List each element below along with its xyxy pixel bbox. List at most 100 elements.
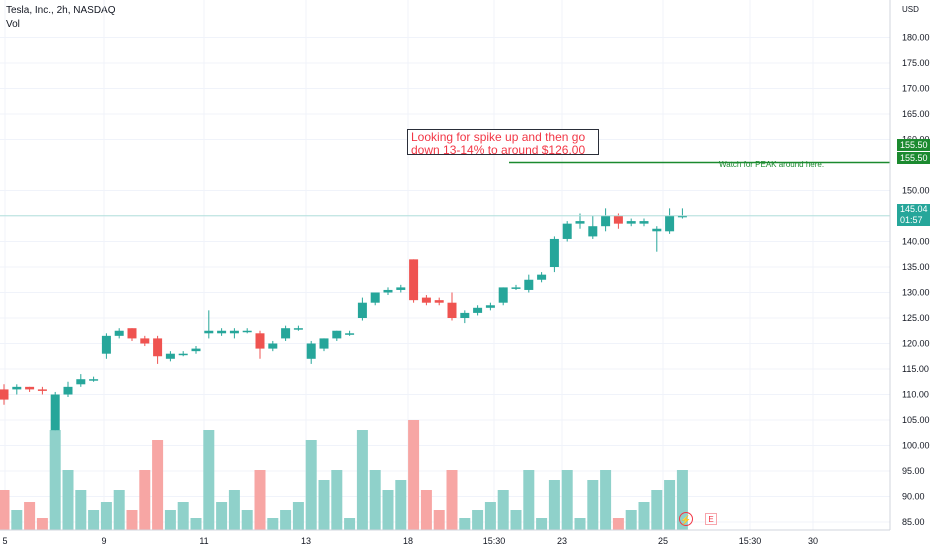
volume-bar (75, 490, 87, 530)
candle-body (268, 343, 278, 349)
volume-label: Vol (6, 19, 20, 30)
volume-bars (0, 420, 688, 530)
volume-bar (472, 510, 484, 530)
candle-body (357, 302, 367, 318)
candle-body (76, 379, 86, 385)
candle-body (0, 389, 9, 400)
candle-body (281, 328, 291, 339)
volume-bar (395, 480, 407, 530)
candle-body (665, 216, 675, 232)
volume-bar (587, 480, 599, 530)
candle-body (652, 228, 662, 232)
candle-body (511, 287, 521, 289)
candle-body (447, 302, 457, 318)
candle-body (101, 335, 111, 354)
price-tick: 175.00 (902, 58, 930, 68)
time-tick: 11 (199, 536, 208, 546)
volume-bar (548, 480, 560, 530)
price-tick: 115.00 (902, 364, 929, 374)
price-tick: 165.00 (902, 109, 930, 119)
lightning-icon[interactable]: ⚡ (679, 512, 693, 526)
volume-bar (24, 502, 36, 530)
volume-bar (49, 430, 61, 530)
price-tick: 110.00 (902, 390, 929, 400)
volume-bar (280, 510, 292, 530)
volume-bar (433, 510, 445, 530)
candle-body (114, 330, 124, 336)
candle-body (178, 353, 188, 356)
candle-body (383, 289, 393, 293)
earnings-icon[interactable]: E (705, 513, 717, 525)
volume-bar (292, 502, 304, 530)
candle-body (498, 287, 508, 303)
volume-bar (536, 518, 548, 530)
volume-bar (190, 518, 202, 530)
candle-body (549, 238, 559, 267)
volume-bar (164, 510, 176, 530)
volume-bar (561, 470, 573, 530)
symbol-title: Tesla, Inc., 2h, NASDAQ (6, 5, 116, 16)
price-tick: 130.00 (902, 288, 930, 298)
volume-bar (139, 470, 151, 530)
volume-bar (267, 518, 279, 530)
volume-bar (574, 518, 586, 530)
candle-body (25, 386, 35, 390)
volume-bar (651, 490, 663, 530)
price-tick: 170.00 (902, 84, 930, 94)
volume-bar (126, 510, 138, 530)
price-tick: 85.00 (902, 517, 925, 527)
volume-bar (152, 440, 164, 530)
time-axis: 5 9 11 13 18 15:30 23 25 15:30 30 (0, 529, 890, 546)
volume-bar (459, 518, 471, 530)
candle-body (12, 386, 22, 390)
candle-body (319, 338, 329, 349)
volume-bar (382, 490, 394, 530)
peak-note: Watch for PEAK around here. (719, 160, 825, 169)
volume-bar (676, 470, 688, 530)
candle-body (460, 312, 470, 318)
volume-bar (625, 510, 637, 530)
volume-bar (420, 490, 432, 530)
volume-bar (203, 430, 215, 530)
candle-body (588, 226, 598, 237)
candle-body (421, 297, 431, 303)
volume-bar (331, 470, 343, 530)
price-tick: 95.00 (902, 466, 925, 476)
candle-body (229, 330, 239, 334)
volume-bar (664, 480, 676, 530)
volume-bar (356, 430, 368, 530)
level-lines (0, 161, 890, 217)
candle-body (127, 328, 137, 339)
time-tick: 9 (101, 536, 106, 546)
time-tick: 15:30 (739, 536, 762, 546)
candle-body (537, 274, 547, 280)
candle-body (434, 300, 444, 303)
candle-body (306, 343, 316, 359)
annotation-note[interactable]: Looking for spike up and then go down 13… (407, 129, 599, 157)
volume-bar (408, 420, 420, 530)
price-tick: 135.00 (902, 262, 930, 272)
price-tick: 125.00 (902, 313, 930, 323)
candle-body (409, 259, 419, 301)
volume-bar (62, 470, 74, 530)
price-tick: 150.00 (902, 186, 930, 196)
time-tick: 13 (301, 536, 311, 546)
candle-body (639, 221, 649, 224)
price-tick: 100.00 (902, 441, 930, 451)
volume-bar (497, 490, 509, 530)
bar-countdown: 01:57 (900, 215, 923, 225)
candle-body (332, 330, 342, 339)
volume-bar (305, 440, 317, 530)
volume-bar (484, 502, 496, 530)
volume-bar (638, 502, 650, 530)
price-tick: 180.00 (902, 33, 930, 43)
volume-bar (113, 490, 125, 530)
candle-body (89, 379, 99, 381)
candle-body (50, 394, 60, 431)
candle-body (191, 348, 201, 352)
candle-body (485, 305, 495, 308)
candle-body (293, 328, 303, 330)
candle-body (677, 215, 687, 218)
price-tick: 120.00 (902, 339, 930, 349)
